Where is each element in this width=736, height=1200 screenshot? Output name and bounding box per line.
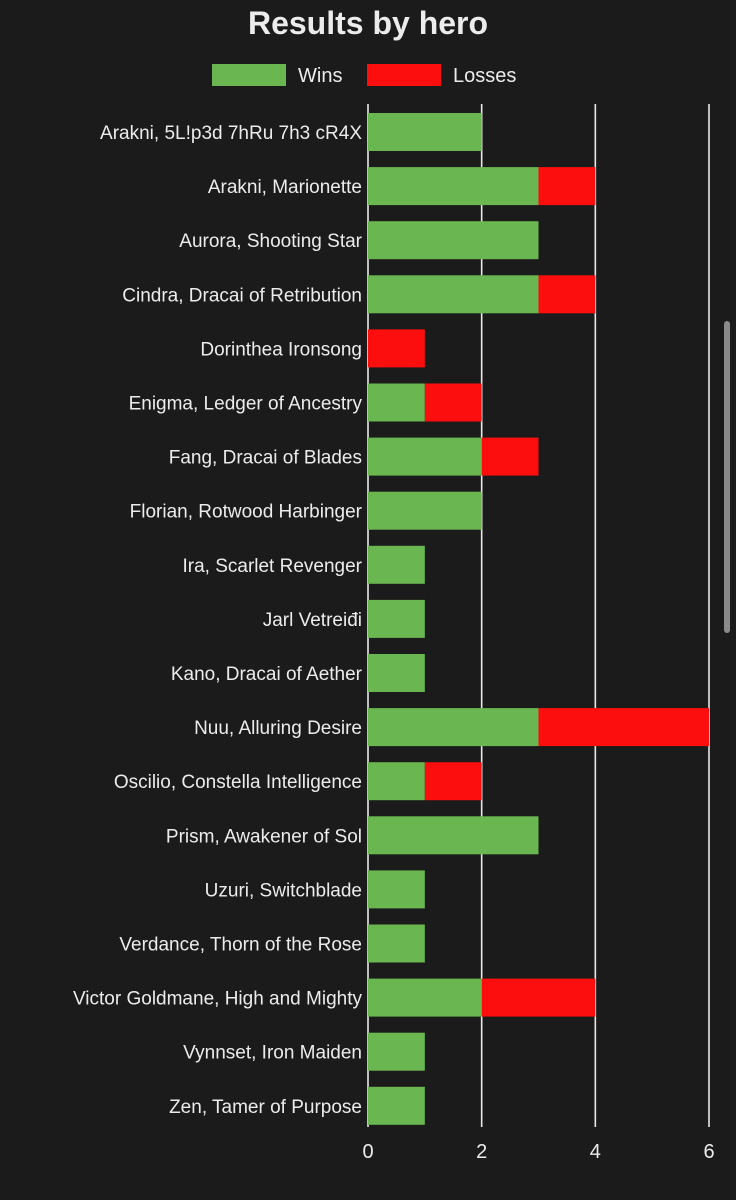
category-label: Prism, Awakener of Sol bbox=[166, 826, 362, 847]
bar-wins-15 bbox=[368, 924, 425, 963]
category-label: Zen, Tamer of Purpose bbox=[169, 1097, 362, 1118]
bar-wins-9 bbox=[368, 599, 425, 638]
x-tick-label: 6 bbox=[703, 1141, 714, 1163]
bar-wins-3 bbox=[368, 275, 539, 314]
bar-wins-8 bbox=[368, 545, 425, 584]
category-label: Enigma, Ledger of Ancestry bbox=[129, 394, 363, 415]
category-label: Fang, Dracai of Blades bbox=[169, 448, 362, 469]
bar-wins-17 bbox=[368, 1032, 425, 1071]
legend-label-losses: Losses bbox=[453, 65, 516, 87]
bar-losses-12 bbox=[424, 762, 482, 801]
bar-wins-1 bbox=[368, 167, 539, 206]
x-tick-label: 4 bbox=[590, 1141, 601, 1163]
category-label: Cindra, Dracai of Retribution bbox=[122, 285, 362, 306]
bar-wins-16 bbox=[368, 978, 482, 1017]
bar-wins-13 bbox=[368, 816, 539, 855]
legend-label-wins: Wins bbox=[298, 65, 342, 87]
category-label: Nuu, Alluring Desire bbox=[194, 718, 362, 739]
category-label: Arakni, Marionette bbox=[208, 177, 362, 198]
category-label: Florian, Rotwood Harbinger bbox=[130, 502, 363, 523]
category-label: Ira, Scarlet Revenger bbox=[182, 556, 362, 577]
legend-swatch-wins bbox=[212, 64, 286, 86]
category-label: Verdance, Thorn of the Rose bbox=[119, 935, 362, 956]
bar-wins-7 bbox=[368, 491, 482, 530]
x-axis-ticks: 0 2 4 6 bbox=[362, 1141, 714, 1163]
category-labels: Arakni, 5L!p3d 7hRu 7h3 cR4X Arakni, Mari… bbox=[73, 123, 363, 1118]
legend-swatch-losses bbox=[367, 64, 441, 86]
category-label: Aurora, Shooting Star bbox=[179, 231, 362, 252]
x-tick-label: 0 bbox=[362, 1141, 373, 1163]
category-label: Arakni, 5L!p3d 7hRu 7h3 cR4X bbox=[100, 123, 362, 144]
category-label: Oscilio, Constella Intelligence bbox=[114, 772, 362, 793]
scrollbar[interactable] bbox=[724, 321, 730, 633]
category-label: Vynnset, Iron Maiden bbox=[183, 1043, 362, 1064]
bar-losses-6 bbox=[481, 437, 539, 476]
bar-losses-3 bbox=[538, 275, 596, 314]
bar-losses-1 bbox=[538, 167, 596, 206]
bars bbox=[368, 113, 709, 1125]
bar-wins-10 bbox=[368, 654, 425, 692]
x-tick-label: 2 bbox=[476, 1141, 487, 1163]
bar-wins-2 bbox=[368, 221, 539, 260]
bar-losses-5 bbox=[424, 383, 482, 422]
bar-wins-5 bbox=[368, 383, 425, 422]
bar-losses-11 bbox=[538, 708, 709, 747]
category-label: Victor Goldmane, High and Mighty bbox=[73, 989, 363, 1010]
bar-losses-4 bbox=[368, 329, 425, 368]
category-label: Dorinthea Ironsong bbox=[200, 339, 362, 360]
category-label: Uzuri, Switchblade bbox=[205, 880, 362, 901]
bar-wins-12 bbox=[368, 762, 425, 801]
bar-losses-16 bbox=[481, 978, 596, 1017]
bar-wins-0 bbox=[368, 113, 482, 151]
bar-wins-14 bbox=[368, 870, 425, 909]
chart-title: Results by hero bbox=[248, 5, 488, 41]
chart-legend: Wins Losses bbox=[212, 64, 516, 87]
bar-wins-11 bbox=[368, 708, 539, 747]
category-label: Jarl Vetreiđi bbox=[263, 610, 362, 631]
category-label: Kano, Dracai of Aether bbox=[171, 664, 363, 685]
bar-wins-6 bbox=[368, 437, 482, 476]
bar-wins-18 bbox=[368, 1086, 425, 1125]
